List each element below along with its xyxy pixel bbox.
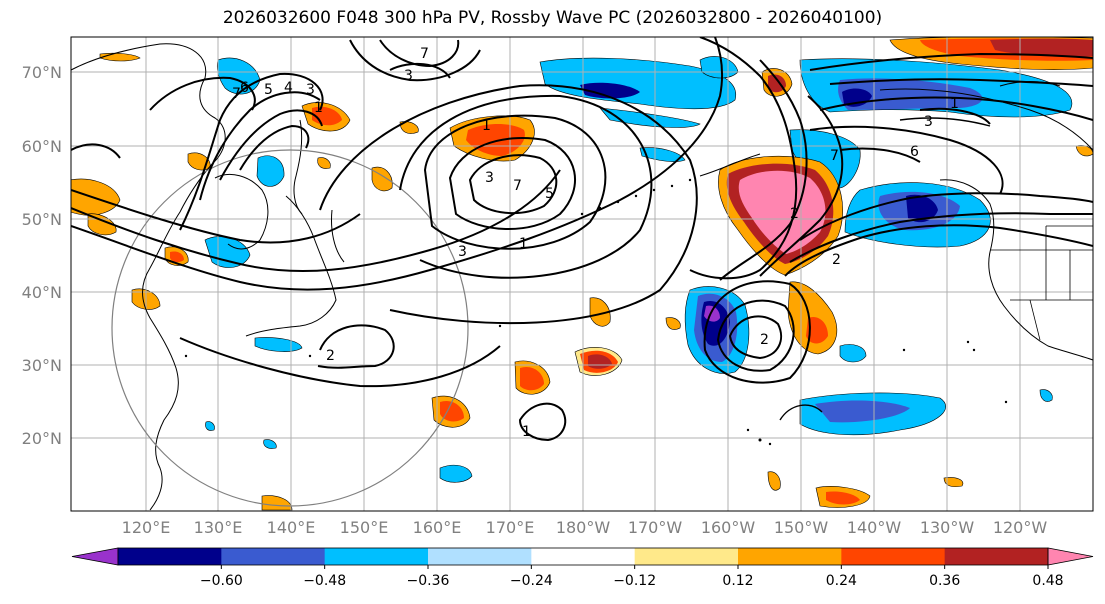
latitude-axis: 70°N 60°N 50°N 40°N 30°N 20°N [22,63,62,448]
contour-label: 3 [306,82,315,98]
colorbar-cell [531,548,636,565]
pv-contours [71,37,1093,442]
coastlines [71,43,1093,511]
contour-label: 7 [232,86,241,102]
contour-labels: 7 5 3 1 3 2 1 2 7 6 5 4 3 1 1 3 7 2 6 1 … [232,46,959,440]
colorbar-frame [117,547,1049,566]
colorbar-cell [738,548,842,565]
contour-label: 7 [830,148,839,164]
contour-label: 3 [458,244,467,260]
contour-label: 5 [264,82,273,98]
colorbar-tick-label: −0.36 [407,573,450,589]
colorbar: −0.60 −0.48 −0.36 −0.24 −0.12 0.12 0.24 0.36 0.4… [71,547,1094,589]
longitude-axis: 120°E 130°E 140°E 150°E 160°E 170°E 180°… [122,518,1048,537]
lon-label: 180°W [556,518,611,537]
contour-label: 1 [950,96,959,112]
contour-label: 1 [519,236,528,252]
map-frame [70,36,1094,512]
lon-label: 140°W [847,518,902,537]
map-plot-area [71,37,1093,511]
colorbar-extend-min [71,547,119,566]
colorbar-cell [634,548,739,565]
lon-label: 130°W [920,518,975,537]
contour-label: 7 [513,178,522,194]
colorbar-cell [324,548,429,565]
colorbar-cell [221,548,326,565]
lon-label: 150°E [340,518,389,537]
map-title: 2026032600 F048 300 hPa PV, Rossby Wave … [222,8,883,28]
lon-label: 160°W [701,518,756,537]
contour-label: 4 [284,80,293,96]
colorbar-tick-label: 0.48 [1032,573,1063,589]
contour-label: 2 [790,206,799,222]
graticule [71,37,1093,511]
great-circle-radius [111,149,469,507]
lat-label-50n: 50°N [22,210,62,229]
contour-label: 3 [924,114,933,130]
political-borders [990,225,1093,341]
colorbar-tick-label: −0.12 [613,573,656,589]
lon-label: 160°E [413,518,462,537]
contour-label: 1 [482,118,491,134]
colorbar-tick-label: −0.60 [200,573,243,589]
colorbar-tick-label: 0.24 [826,573,857,589]
contour-label: 2 [760,332,769,348]
contour-label: 1 [314,100,323,116]
lon-label: 120°E [122,518,171,537]
colorbar-tick-label: 0.12 [722,573,753,589]
colorbar-tick-label: −0.48 [303,573,346,589]
contour-label: 3 [404,68,413,84]
pv-contours-thin [779,117,991,421]
lon-label: 170°E [486,518,535,537]
colorbar-tick-label: 0.36 [929,573,960,589]
colorbar-extend-max [1047,547,1094,566]
island-dots [184,178,1008,446]
lat-label-70n: 70°N [22,63,62,82]
lat-label-20n: 20°N [22,429,62,448]
contour-label: 6 [240,80,249,96]
lon-label: 120°W [993,518,1048,537]
lat-label-40n: 40°N [22,283,62,302]
lon-label: 150°W [774,518,829,537]
contour-label: 3 [485,170,494,186]
contour-label: 2 [326,348,335,364]
lat-label-60n: 60°N [22,137,62,156]
contour-label: 7 [420,46,429,62]
lon-label: 170°W [628,518,683,537]
colorbar-tick-label: −0.24 [510,573,553,589]
contour-label: 1 [522,424,531,440]
colorbar-cell [118,548,222,565]
contour-label: 6 [910,144,919,160]
lon-label: 140°E [267,518,316,537]
contour-label: 5 [545,186,554,202]
colorbar-cell [841,548,946,565]
lon-label: 130°E [194,518,243,537]
lat-label-30n: 30°N [22,356,62,375]
contour-label: 2 [832,252,841,268]
colorbar-cell [428,548,532,565]
colorbar-cell [944,548,1049,565]
